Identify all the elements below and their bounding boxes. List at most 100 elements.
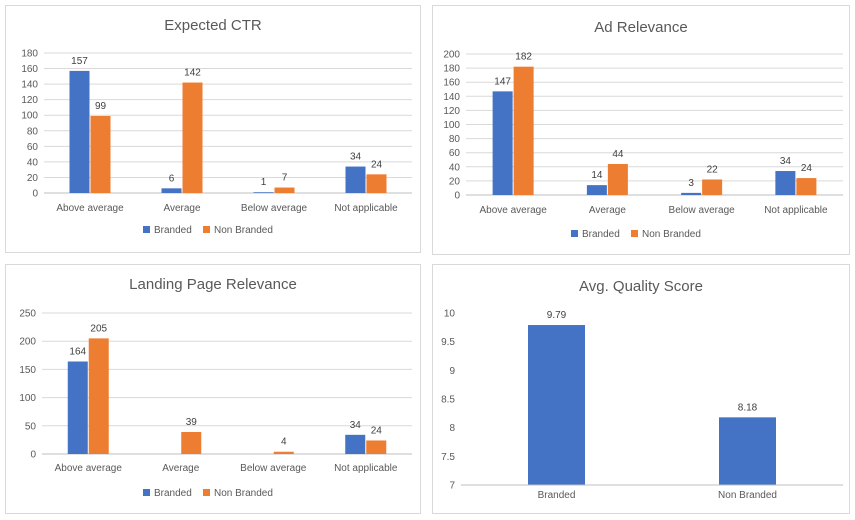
legend-swatch-non-branded (203, 489, 210, 496)
data-label: 164 (69, 347, 86, 358)
bar-non-branded-not-applicable (796, 178, 817, 195)
y-tick-label: 8.5 (441, 395, 455, 406)
legend: Branded Non Branded (143, 488, 273, 499)
category-label: Below average (240, 463, 307, 474)
y-tick-label: 80 (449, 134, 461, 145)
y-tick-label: 80 (27, 126, 39, 137)
data-label: 6 (169, 173, 175, 184)
category-label: Above average (55, 463, 123, 474)
bar-branded-average (161, 188, 182, 193)
chart-panel-landing-page-relevance: Landing Page Relevance 0 50 100 150 200 250 164… (5, 264, 421, 514)
category-label: Below average (241, 203, 308, 214)
bar-non-branded-below-average (273, 451, 294, 454)
legend-swatch-branded (571, 230, 578, 237)
bar-non-branded-above-average (90, 116, 111, 193)
y-tick-label: 60 (27, 142, 39, 153)
bar-non-branded-below-average (702, 179, 723, 195)
legend-swatch-non-branded (631, 230, 638, 237)
y-tick-label: 40 (449, 162, 461, 173)
category-label: Average (589, 205, 627, 216)
y-tick-label: 150 (19, 365, 36, 376)
data-label: 9.79 (547, 310, 567, 321)
y-tick-label: 160 (443, 78, 460, 89)
chart-panel-expected-ctr: Expected CTR 0 20 40 60 80 100 120 140 160 180 157 9… (5, 5, 421, 253)
legend-label-non-branded: Non Branded (214, 225, 273, 236)
bar-non-branded-above-average (513, 66, 534, 195)
chart-ad-relevance: Ad Relevance 0 20 40 60 80 100 120 140 160 180 200 1… (443, 19, 843, 240)
data-label: 205 (90, 323, 107, 334)
category-label: Not applicable (334, 203, 398, 214)
data-label: 44 (612, 149, 624, 160)
legend-label-branded: Branded (154, 225, 192, 236)
bar-branded-above-average (67, 361, 88, 454)
legend-label-branded: Branded (154, 488, 192, 499)
bar-branded-above-average (492, 91, 513, 195)
y-tick-label: 20 (449, 176, 461, 187)
legend: Branded Non Branded (143, 225, 273, 236)
bar-value-non-branded (719, 417, 776, 485)
y-tick-label: 140 (21, 80, 38, 91)
y-tick-label: 50 (25, 421, 37, 432)
legend-swatch-branded (143, 489, 150, 496)
chart-title: Avg. Quality Score (579, 278, 703, 295)
data-label: 34 (350, 420, 362, 431)
legend-label-non-branded: Non Branded (642, 229, 701, 240)
data-label: 24 (801, 163, 813, 174)
data-label: 142 (184, 68, 201, 79)
y-tick-label: 10 (444, 309, 456, 320)
category-label: Average (163, 203, 201, 214)
category-label: Above average (56, 203, 124, 214)
y-tick-label: 40 (27, 157, 39, 168)
legend: Branded Non Branded (571, 229, 701, 240)
category-label: Non Branded (718, 490, 777, 501)
data-label: 99 (95, 101, 107, 112)
y-tick-label: 200 (443, 50, 460, 61)
bar-value-branded (528, 325, 585, 485)
chart-panel-avg-quality-score: Avg. Quality Score 7 7.5 8 8.5 9 9.5 10 9.79 Bran… (432, 264, 850, 514)
y-tick-label: 20 (27, 173, 39, 184)
bar-non-branded-above-average (88, 338, 109, 454)
y-tick-label: 7 (449, 481, 455, 492)
legend-label-non-branded: Non Branded (214, 488, 273, 499)
chart-expected-ctr: Expected CTR 0 20 40 60 80 100 120 140 160 180 157 9… (21, 17, 412, 236)
bar-branded-not-applicable (345, 434, 366, 454)
y-tick-label: 120 (443, 106, 460, 117)
y-tick-label: 200 (19, 337, 36, 348)
bar-branded-below-average (253, 192, 274, 193)
y-tick-label: 120 (21, 95, 38, 106)
category-label: Not applicable (334, 463, 398, 474)
data-label: 4 (281, 437, 287, 448)
data-label: 182 (515, 52, 532, 63)
bar-branded-average (586, 185, 607, 195)
y-tick-label: 100 (443, 120, 460, 131)
category-label: Below average (669, 205, 736, 216)
data-label: 39 (186, 417, 198, 428)
bar-non-branded-average (182, 82, 203, 193)
legend-swatch-non-branded (203, 226, 210, 233)
data-label: 34 (350, 152, 362, 163)
y-tick-label: 140 (443, 92, 460, 103)
y-tick-label: 8 (449, 423, 455, 434)
data-label: 34 (780, 156, 792, 167)
legend-label-branded: Branded (582, 229, 620, 240)
data-label: 1 (261, 177, 267, 188)
bar-non-branded-below-average (274, 187, 295, 193)
y-tick-label: 9.5 (441, 337, 455, 348)
bar-branded-above-average (69, 70, 90, 193)
y-tick-label: 180 (443, 64, 460, 75)
bar-non-branded-not-applicable (366, 440, 387, 454)
y-tick-label: 60 (449, 148, 461, 159)
y-tick-label: 0 (454, 191, 460, 202)
bar-branded-not-applicable (775, 171, 796, 195)
bar-branded-not-applicable (345, 166, 366, 193)
category-label: Branded (538, 490, 576, 501)
y-tick-label: 100 (19, 393, 36, 404)
data-label: 3 (688, 178, 694, 189)
bar-non-branded-average (607, 163, 628, 195)
y-tick-label: 180 (21, 49, 38, 60)
category-label: Not applicable (764, 205, 828, 216)
data-label: 24 (371, 425, 383, 436)
y-tick-label: 160 (21, 64, 38, 75)
data-label: 157 (71, 56, 88, 67)
data-label: 22 (707, 164, 719, 175)
